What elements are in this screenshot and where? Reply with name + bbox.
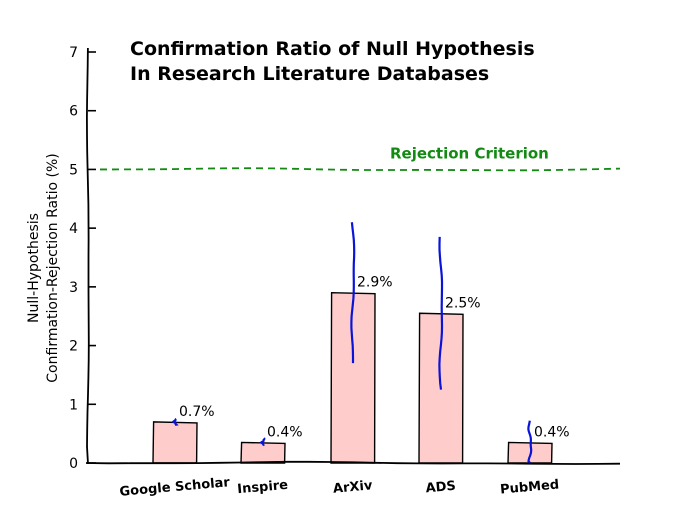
plot-area: 0.7% 0.4% 2.9% 2.5% 0.4% Rejection Criterion 0… (69, 45, 621, 500)
data-label-2: 2.9% (357, 275, 393, 291)
data-label-1: 0.4% (267, 424, 303, 440)
x-tick-label-google-scholar: Google Scholar (119, 475, 231, 500)
y-axis-line (85, 47, 90, 465)
x-tick-label-ads: ADS (425, 479, 456, 497)
data-label-4: 0.4% (534, 424, 570, 440)
chart-title-line-2: In Research Literature Databases (130, 63, 489, 85)
y-tick-label-1: 1 (69, 397, 78, 413)
bar-inspire (240, 441, 286, 464)
bar-google-scholar (152, 421, 198, 464)
y-tick-label-3: 3 (69, 280, 78, 296)
error-bar-0 (171, 418, 179, 426)
chart-title-line-1: Confirmation Ratio of Null Hypothesis (130, 38, 535, 60)
data-label-0: 0.7% (179, 404, 215, 420)
x-tick-label-inspire: Inspire (237, 478, 289, 497)
y-axis-label-line-1: Null-Hypothesis (26, 213, 42, 323)
x-tick-label-arxiv: ArXiv (332, 478, 373, 496)
data-label-3: 2.5% (445, 295, 481, 311)
error-bar-1 (259, 437, 266, 447)
x-tick-label-pubmed: PubMed (500, 477, 560, 497)
y-tick-label-0: 0 (69, 456, 78, 472)
y-axis-label-line-2: Confirmation-Rejection Ratio (%) (45, 153, 61, 382)
rejection-criterion-line (99, 167, 621, 172)
y-tick-label-6: 6 (69, 104, 78, 120)
y-tick-label-7: 7 (69, 45, 78, 61)
x-axis-line (85, 460, 621, 465)
y-tick-label-2: 2 (69, 339, 78, 355)
y-tick-label-4: 4 (69, 221, 78, 237)
error-bar-2 (350, 222, 356, 364)
bar-arxiv (330, 292, 376, 464)
error-bar-3 (438, 236, 444, 390)
error-bar-4 (527, 420, 533, 464)
y-axis-label: Null-Hypothesis Confirmation-Rejection R… (26, 153, 61, 382)
y-tick-label-5: 5 (69, 162, 78, 178)
rejection-criterion-label: Rejection Criterion (390, 144, 549, 162)
